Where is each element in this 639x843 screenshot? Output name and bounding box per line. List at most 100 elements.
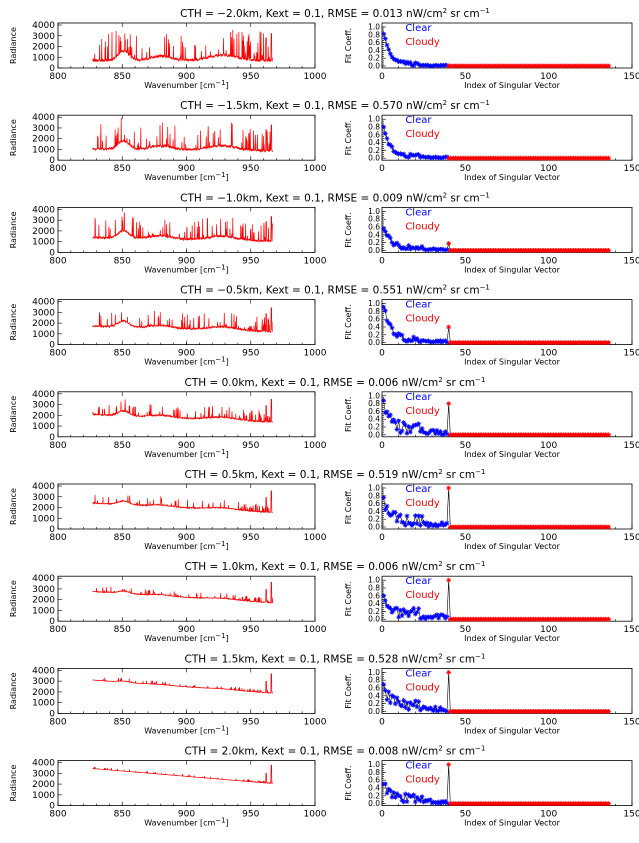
clear-point: [392, 795, 398, 800]
clear-point: [432, 521, 438, 527]
y-axis-label: Fit Coeff.: [344, 120, 353, 155]
y-tick-label: 0.6: [368, 130, 380, 139]
x-tick-label: 50: [460, 533, 472, 543]
clear-point: [429, 800, 435, 806]
x-axis-label: Index of Singular Vector: [464, 450, 561, 459]
legend-cloudy: Cloudy: [405, 314, 440, 325]
clear-point: [417, 154, 423, 160]
legend-cloudy: Cloudy: [405, 37, 440, 48]
clear-point: [397, 58, 403, 64]
clear-point: [431, 427, 437, 433]
y-tick-label: 0.6: [368, 223, 380, 232]
y-tick-label: 0.0: [368, 523, 380, 532]
x-tick-label: 1000: [304, 810, 327, 820]
y-tick-label: 0.0: [368, 799, 380, 808]
x-tick-label: 0: [379, 349, 385, 359]
y-tick-label: 0: [49, 156, 55, 166]
row-9: CTH = 2.0km, Kext = 0.1, RMSE = 0.008 nW…: [9, 745, 639, 828]
legend-clear: Clear: [405, 668, 432, 679]
x-tick-label: 0: [379, 164, 385, 174]
y-tick-label: 0.8: [368, 768, 380, 777]
clear-point: [391, 148, 397, 154]
clear-point: [434, 155, 440, 161]
y-tick-label: 1.0: [368, 391, 380, 400]
clear-point: [439, 155, 445, 161]
row-4: CTH = −0.5km, Kext = 0.1, RMSE = 0.551 n…: [9, 284, 639, 367]
panel-title: CTH = −1.0km, Kext = 0.1, RMSE = 0.009 n…: [180, 191, 490, 204]
x-tick-label: 100: [540, 625, 557, 635]
row-5: CTH = 0.0km, Kext = 0.1, RMSE = 0.006 nW…: [9, 376, 639, 459]
y-tick-label: 0.2: [368, 238, 380, 247]
y-tick-label: 1000: [32, 422, 55, 432]
y-tick-label: 4000: [32, 574, 55, 584]
x-tick-label: 0: [379, 441, 385, 451]
clear-point: [409, 425, 415, 430]
clear-point: [389, 794, 395, 800]
clear-point: [384, 42, 390, 48]
clear-point: [402, 61, 408, 67]
y-tick-label: 0.8: [368, 584, 380, 593]
x-tick-label: 150: [623, 810, 639, 820]
x-tick-label: 800: [49, 533, 66, 543]
legend-clear: Clear: [405, 23, 432, 34]
y-tick-label: 1000: [32, 514, 55, 524]
y-tick-label: 0.4: [368, 691, 380, 700]
clear-point: [401, 151, 407, 157]
legend-cloudy: Cloudy: [405, 129, 440, 140]
clear-point: [411, 521, 417, 526]
y-tick-label: 1.0: [368, 115, 380, 124]
clear-point: [401, 799, 407, 805]
spectrum-line: [92, 307, 273, 334]
clear-point: [394, 334, 400, 339]
x-tick-label: 850: [114, 164, 131, 174]
y-tick-label: 2000: [32, 43, 55, 53]
clear-point: [434, 612, 440, 618]
legend-clear: Clear: [405, 761, 432, 772]
y-tick-label: 1000: [32, 606, 55, 616]
row-1: CTH = −2.0km, Kext = 0.1, RMSE = 0.013 n…: [9, 7, 639, 90]
cloudy-point: [606, 63, 612, 69]
clear-point: [431, 63, 437, 69]
y-axis-label: Radiance: [9, 396, 18, 433]
fit-coeff-panel: 0 50 100 150 1.00.80.60.40.20.0 Fit Coeff. Ind…: [344, 760, 639, 828]
x-axis-label: Index of Singular Vector: [464, 173, 561, 182]
spectrum-line: [92, 117, 273, 153]
y-tick-label: 1.0: [368, 576, 380, 585]
clear-point: [422, 338, 428, 344]
clear-point: [424, 338, 430, 344]
spectrum-line: [92, 212, 273, 243]
clear-point: [419, 513, 425, 519]
clear-point: [384, 136, 390, 141]
clear-point: [436, 63, 442, 69]
y-tick-label: 0.0: [368, 430, 380, 439]
clear-point: [437, 429, 443, 434]
clear-point: [416, 152, 422, 157]
clear-point: [397, 430, 403, 436]
y-axis-label: Fit Coeff.: [344, 397, 353, 432]
x-tick-label: 1000: [304, 625, 327, 635]
row-3: CTH = −1.0km, Kext = 0.1, RMSE = 0.009 n…: [9, 191, 639, 274]
clear-point: [396, 242, 402, 248]
y-tick-label: 0.8: [368, 307, 380, 316]
y-tick-label: 4000: [32, 759, 55, 769]
clear-point: [417, 523, 423, 528]
fit-coeff-panel: 0 50 100 150 1.00.80.60.40.20.0 Fit Coeff. Ind…: [344, 576, 639, 644]
clear-point: [392, 331, 398, 337]
clear-point: [384, 603, 390, 609]
clear-point: [412, 611, 418, 617]
clear-point: [431, 708, 437, 714]
clear-point: [391, 694, 397, 700]
clear-point: [409, 523, 415, 528]
radiance-panel: 800 850 900 950 100040003000200010000Radianc…: [9, 205, 327, 274]
spectrum-line: [92, 29, 273, 63]
legend-cloudy: Cloudy: [405, 590, 440, 601]
y-tick-label: 4000: [32, 666, 55, 676]
y-tick-label: 1.0: [368, 668, 380, 677]
clear-point: [406, 792, 412, 798]
clear-point: [421, 519, 427, 525]
x-tick-label: 950: [242, 810, 259, 820]
legend-cloudy: Cloudy: [405, 682, 440, 693]
panel-title: CTH = 0.0km, Kext = 0.1, RMSE = 0.006 nW…: [185, 376, 486, 389]
clear-point: [422, 616, 428, 622]
clear-point: [386, 233, 392, 239]
